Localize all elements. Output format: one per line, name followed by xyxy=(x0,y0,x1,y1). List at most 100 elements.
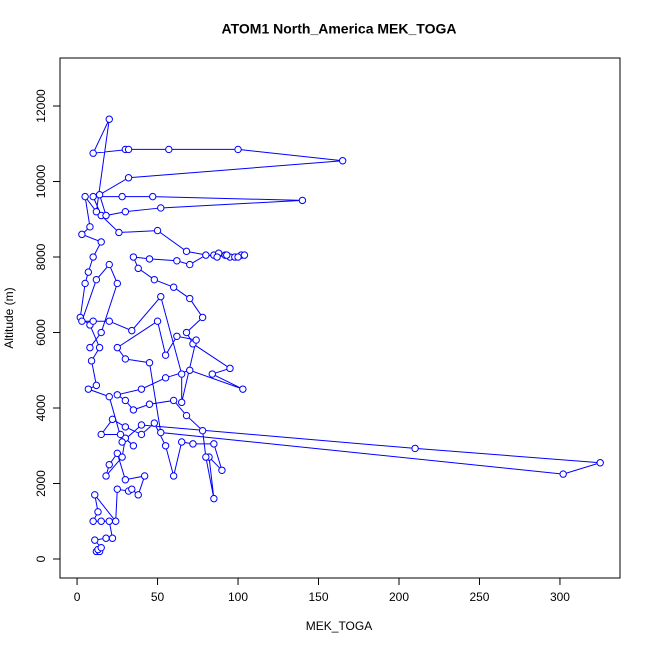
data-point xyxy=(128,485,136,493)
x-tick-label: 0 xyxy=(74,590,81,604)
data-point xyxy=(338,157,347,165)
data-point xyxy=(145,359,154,367)
data-point xyxy=(182,328,191,337)
data-point xyxy=(173,257,181,265)
data-point xyxy=(150,419,159,427)
data-point xyxy=(121,423,130,431)
data-point xyxy=(218,466,226,475)
data-point xyxy=(89,149,97,157)
data-point xyxy=(124,174,133,182)
data-point xyxy=(192,336,200,344)
data-point xyxy=(121,208,130,216)
data-point xyxy=(102,211,110,220)
data-point xyxy=(559,470,567,478)
data-point xyxy=(97,238,105,246)
data-point xyxy=(92,275,101,284)
data-point xyxy=(157,292,165,301)
data-point xyxy=(298,196,307,205)
data-point xyxy=(186,366,194,374)
data-point xyxy=(177,438,186,446)
data-point xyxy=(161,442,170,450)
data-point xyxy=(105,260,113,269)
data-point xyxy=(81,279,89,288)
data-point xyxy=(115,228,123,237)
data-point xyxy=(157,204,165,212)
data-point xyxy=(161,351,170,359)
data-point xyxy=(186,260,194,269)
data-point xyxy=(105,317,113,325)
data-point xyxy=(95,343,104,352)
data-point xyxy=(97,543,105,552)
data-point xyxy=(234,145,242,154)
data-point xyxy=(186,294,194,303)
x-tick-label: 300 xyxy=(550,590,570,604)
data-point xyxy=(129,253,138,261)
data-point xyxy=(91,536,99,544)
data-point xyxy=(411,444,419,453)
data-point xyxy=(239,385,247,393)
data-point xyxy=(113,343,122,352)
data-point xyxy=(89,253,97,261)
data-point xyxy=(97,430,105,439)
data-point xyxy=(128,326,136,335)
data-point xyxy=(169,472,178,480)
y-tick-label: 4000 xyxy=(34,394,48,421)
data-point xyxy=(118,438,126,446)
data-point xyxy=(91,491,99,499)
data-point xyxy=(140,472,149,480)
data-point xyxy=(169,396,178,405)
data-point xyxy=(226,364,234,373)
data-point xyxy=(129,406,138,414)
data-point xyxy=(92,208,101,216)
data-point xyxy=(111,517,120,525)
data-point xyxy=(198,426,207,435)
data-point xyxy=(86,343,94,352)
data-point xyxy=(121,355,130,363)
x-axis-label: MEK_TOGA xyxy=(306,619,372,633)
data-point xyxy=(105,115,113,123)
y-axis-label: Altitude (m) xyxy=(2,287,16,348)
data-point xyxy=(87,357,96,365)
data-point xyxy=(89,192,97,201)
y-tick-label: 12000 xyxy=(34,89,48,123)
data-point xyxy=(92,381,101,390)
data-point xyxy=(153,317,162,325)
x-tick-label: 150 xyxy=(308,590,328,604)
data-point xyxy=(95,191,104,199)
data-point xyxy=(182,247,191,256)
data-point xyxy=(202,453,210,461)
data-point xyxy=(84,385,93,393)
x-tick-label: 250 xyxy=(469,590,489,604)
data-point xyxy=(113,449,122,458)
data-point xyxy=(113,485,122,493)
data-point xyxy=(105,517,113,525)
data-point xyxy=(182,411,191,420)
data-point xyxy=(150,275,159,284)
data-point xyxy=(198,313,207,322)
data-point xyxy=(134,491,142,499)
data-point xyxy=(121,396,130,405)
chart-title: ATOM1 North_America MEK_TOGA xyxy=(222,21,457,37)
data-point xyxy=(84,268,93,276)
data-point xyxy=(113,391,122,399)
y-tick-label: 10000 xyxy=(34,165,48,199)
data-point xyxy=(129,442,138,450)
data-point xyxy=(113,279,122,288)
data-point xyxy=(124,145,133,154)
data-point xyxy=(97,328,105,337)
data-point xyxy=(234,253,242,261)
data-point xyxy=(161,374,170,382)
data-point xyxy=(202,251,210,259)
data-point xyxy=(208,370,216,378)
data-point xyxy=(97,517,105,525)
data-point xyxy=(89,317,97,325)
data-point xyxy=(102,472,110,480)
data-point xyxy=(145,400,154,408)
x-tick-label: 200 xyxy=(389,590,409,604)
data-point xyxy=(102,534,110,542)
data-point xyxy=(89,517,97,525)
data-point xyxy=(177,398,186,407)
data-point xyxy=(105,392,113,401)
data-point xyxy=(177,370,186,378)
